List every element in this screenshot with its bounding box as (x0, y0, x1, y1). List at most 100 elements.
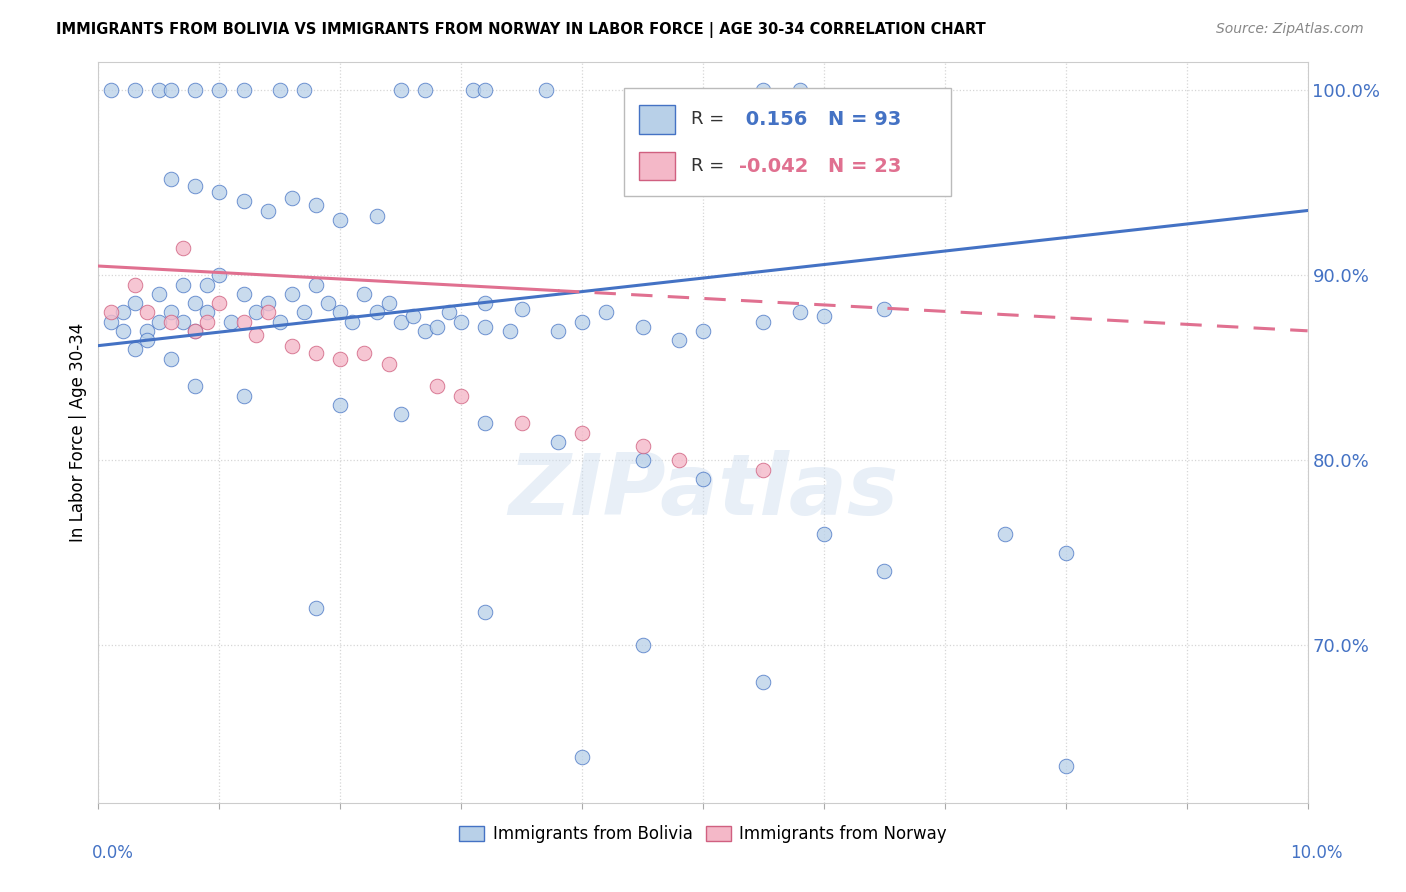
Point (111, 324, 134, 338)
Point (789, 305, 811, 319)
Point (329, 351, 352, 366)
Point (232, 286, 254, 301)
Point (124, 343, 146, 357)
Point (281, 338, 304, 352)
Point (305, 198, 328, 212)
Point (184, 179, 207, 194)
Point (124, 296, 146, 310)
Point (692, 324, 714, 338)
Point (353, 346, 375, 360)
Point (100, 83, 122, 97)
Point (148, 83, 170, 97)
Point (195, 277, 218, 292)
Point (377, 296, 399, 310)
Point (208, 268, 231, 283)
Point (631, 439, 654, 453)
Point (184, 324, 207, 338)
Point (413, 324, 436, 338)
Text: Source: ZipAtlas.com: Source: ZipAtlas.com (1216, 22, 1364, 37)
Point (571, 749, 593, 764)
Point (450, 389, 472, 403)
Point (752, 462, 775, 476)
Point (292, 83, 315, 97)
Point (426, 320, 449, 334)
Point (366, 209, 388, 223)
Point (994, 527, 1017, 541)
Point (631, 453, 654, 467)
Point (353, 286, 375, 301)
Point (402, 309, 425, 323)
Point (256, 296, 278, 310)
Point (752, 675, 775, 690)
Point (256, 203, 278, 218)
Point (232, 194, 254, 209)
Point (172, 277, 194, 292)
Text: 0.0%: 0.0% (91, 844, 134, 862)
Point (474, 83, 496, 97)
Point (305, 277, 328, 292)
Point (100, 305, 122, 319)
Point (316, 296, 339, 310)
Point (160, 83, 183, 97)
Text: N = 23: N = 23 (828, 157, 901, 176)
Point (208, 185, 231, 199)
Point (547, 434, 569, 449)
Point (292, 305, 315, 319)
Point (221, 315, 243, 329)
Point (1054, 758, 1077, 772)
Point (571, 315, 593, 329)
Point (100, 315, 122, 329)
Point (135, 305, 157, 319)
Point (498, 324, 520, 338)
Point (450, 315, 472, 329)
Point (342, 315, 364, 329)
Point (377, 357, 399, 371)
Point (256, 305, 278, 319)
Point (813, 527, 835, 541)
Point (1054, 546, 1077, 560)
Point (510, 301, 533, 316)
Point (160, 315, 183, 329)
Text: N = 93: N = 93 (828, 110, 901, 129)
Point (172, 240, 194, 254)
Point (160, 305, 183, 319)
Point (329, 398, 352, 412)
Y-axis label: In Labor Force | Age 30-34: In Labor Force | Age 30-34 (69, 323, 87, 542)
Point (195, 315, 218, 329)
Point (245, 327, 267, 342)
Point (208, 83, 231, 97)
Text: R =: R = (690, 157, 724, 175)
Point (305, 601, 328, 615)
Point (668, 453, 690, 467)
Point (195, 305, 218, 319)
Text: ZIPatlas: ZIPatlas (508, 450, 898, 533)
Point (873, 565, 896, 579)
Point (305, 346, 328, 360)
Point (184, 324, 207, 338)
Point (631, 320, 654, 334)
Point (329, 212, 352, 227)
Point (124, 83, 146, 97)
Point (595, 305, 617, 319)
Point (752, 315, 775, 329)
Point (245, 305, 267, 319)
Text: -0.042: -0.042 (740, 157, 808, 176)
Point (148, 315, 170, 329)
Point (389, 315, 412, 329)
Point (160, 351, 183, 366)
Point (281, 190, 304, 204)
Point (329, 305, 352, 319)
Point (752, 83, 775, 97)
Point (172, 315, 194, 329)
FancyBboxPatch shape (638, 105, 675, 134)
Point (474, 417, 496, 431)
Point (389, 83, 412, 97)
Point (510, 417, 533, 431)
Point (111, 305, 134, 319)
FancyBboxPatch shape (624, 88, 950, 195)
Point (668, 333, 690, 347)
Point (534, 83, 557, 97)
Point (135, 333, 157, 347)
Point (692, 472, 714, 486)
Point (366, 305, 388, 319)
